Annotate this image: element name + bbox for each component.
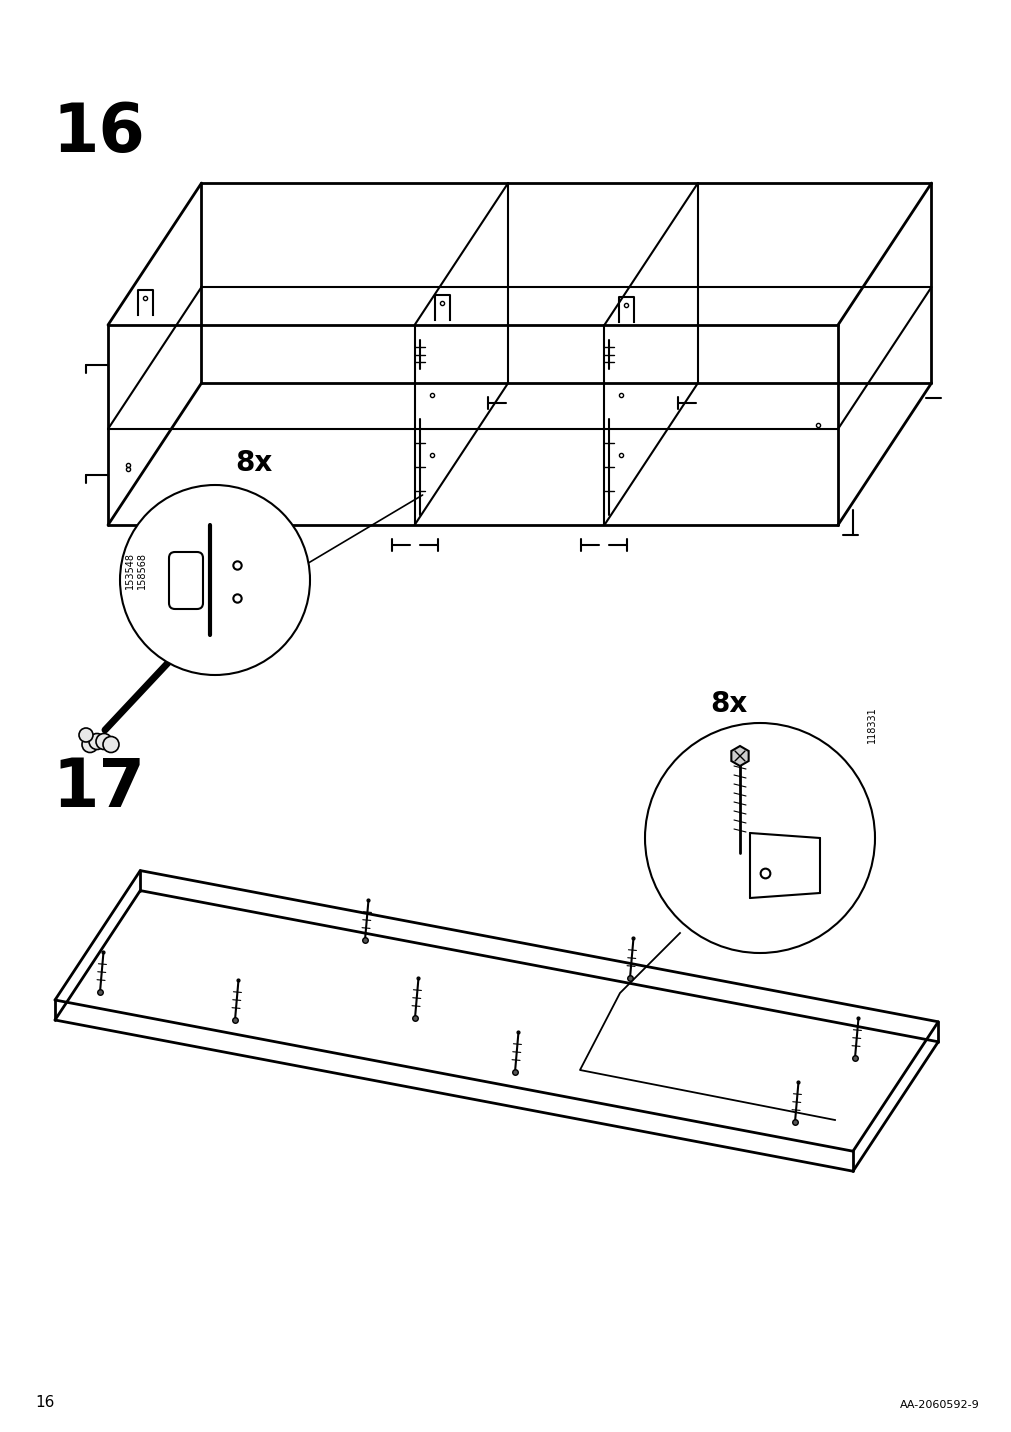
Circle shape: [79, 727, 93, 742]
FancyBboxPatch shape: [169, 551, 203, 609]
Circle shape: [96, 733, 112, 749]
Text: AA-2060592-9: AA-2060592-9: [900, 1400, 979, 1411]
Text: 16: 16: [35, 1395, 55, 1411]
Text: 16: 16: [52, 100, 145, 166]
Circle shape: [120, 485, 309, 674]
Text: 8x: 8x: [235, 450, 272, 477]
Circle shape: [82, 736, 98, 752]
Text: 8x: 8x: [710, 690, 746, 717]
Text: 118331: 118331: [866, 706, 877, 743]
Circle shape: [644, 723, 875, 954]
Circle shape: [103, 736, 119, 752]
Text: 153548
158568: 153548 158568: [125, 551, 147, 589]
Circle shape: [89, 733, 105, 749]
Text: 17: 17: [52, 755, 145, 821]
